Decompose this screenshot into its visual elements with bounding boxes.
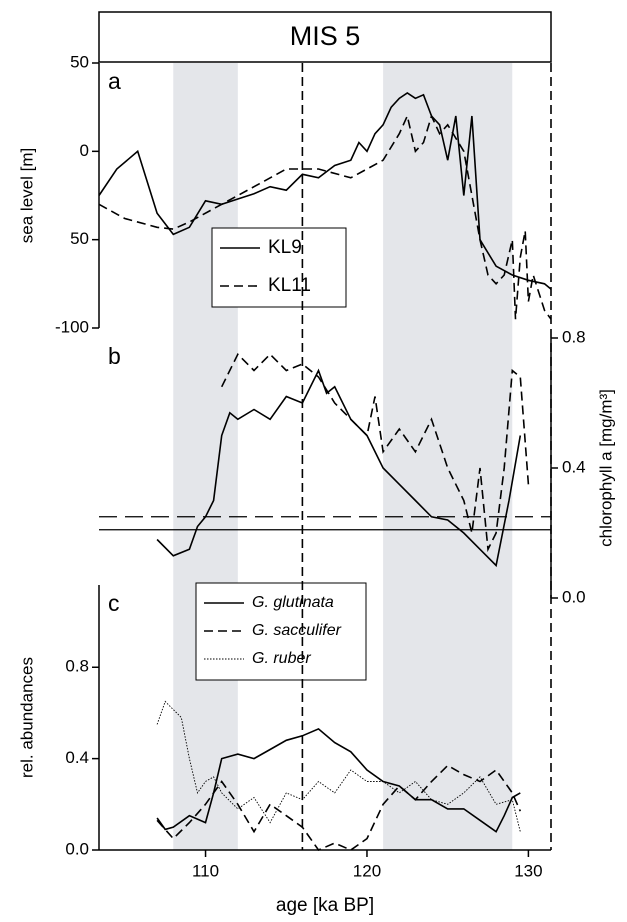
y-tick-label: 50	[70, 52, 89, 71]
data-line	[98, 113, 552, 320]
data-line	[156, 764, 522, 851]
y-axis-label: sea level [m]	[17, 148, 36, 243]
legend-box	[211, 227, 347, 308]
panel-label: a	[108, 68, 121, 94]
data-line	[156, 727, 521, 833]
y-tick-label: 0.0	[65, 839, 89, 858]
y-tick-label: 0.4	[65, 748, 89, 767]
interglacial-band	[383, 63, 513, 850]
interglacial-band	[173, 63, 238, 850]
panel-label: b	[108, 343, 121, 369]
legend-label: KL11	[268, 275, 311, 296]
y-tick-label: 0.8	[65, 657, 89, 676]
legend-label: G. ruber	[252, 650, 311, 667]
data-line	[220, 352, 530, 553]
data-line	[156, 700, 521, 832]
y-tick-label: -100	[55, 317, 89, 336]
legend-label: G. sacculifer	[252, 622, 342, 639]
x-tick-label: 120	[353, 861, 381, 880]
title-box	[98, 11, 552, 63]
y-tick-label: 0.0	[562, 587, 586, 606]
data-line	[98, 92, 552, 290]
y-tick-label: 50	[70, 229, 89, 248]
y-tick-label: 0.4	[562, 457, 586, 476]
data-line	[156, 368, 522, 568]
chart-title: MIS 5	[290, 21, 361, 51]
legend-label: G. glutinata	[252, 594, 334, 611]
y-axis-label: chlorophyll a [mg/m³]	[596, 389, 615, 547]
y-tick-label: 0	[80, 141, 89, 160]
panel-label: c	[108, 590, 120, 616]
x-tick-label: 130	[514, 861, 542, 880]
y-axis-label: rel. abundances	[17, 657, 36, 778]
x-axis-label: age [ka BP]	[276, 895, 374, 916]
x-tick-label: 110	[192, 861, 219, 880]
legend-label: KL9	[268, 237, 302, 258]
y-tick-label: 0.8	[562, 327, 586, 346]
